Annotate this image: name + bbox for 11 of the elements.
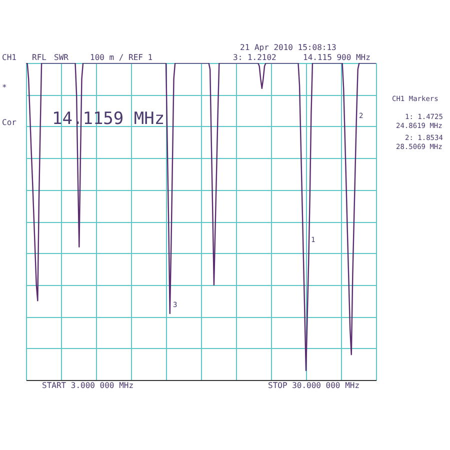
text: CH1 [2,53,17,62]
text: RFL [32,53,47,62]
text: START 3.000 000 MHz [42,381,134,390]
text: STOP 30.000 000 MHz [268,381,360,390]
text: * [2,83,7,92]
text: 3: 1.2102 [233,53,277,62]
text: 100 m / REF 1 [90,53,153,62]
text: Cor [2,118,17,127]
text: 14.115 900 MHz [303,53,371,62]
text: 21 Apr 2010 15:08:13 [240,43,337,52]
text: SWR [54,53,69,62]
